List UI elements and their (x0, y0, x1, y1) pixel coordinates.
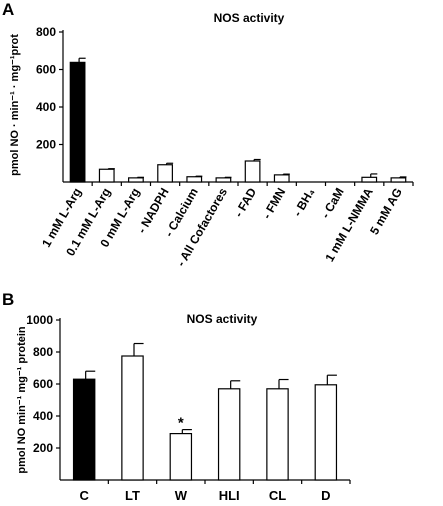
panel-b-x-tick-label: W (175, 488, 188, 503)
panel-a-bar (390, 177, 407, 183)
panel-b-y-tick-label: 400 (33, 409, 53, 423)
panel-b-bar (121, 355, 144, 481)
panel-a-x-tick-label: - BH₄ (290, 185, 317, 219)
panel-b-significance-marker: * (178, 415, 184, 432)
panel-b-bar (314, 384, 338, 481)
panel-b-title: NOS activity (187, 312, 258, 326)
panel-a-bar (186, 176, 203, 183)
panel-a-bar (215, 177, 232, 183)
panel-a: A NOS activity pmol NO · min⁻¹ · mg⁻¹pro… (2, 0, 414, 269)
panel-b-x-tick-label: LT (125, 488, 140, 503)
panel-b-bar (217, 388, 241, 481)
panel-a-y-tick-label: 800 (36, 25, 56, 39)
panel-b-letter: B (2, 290, 14, 309)
panel-a-x-tick-label: - FAD (231, 185, 259, 219)
panel-b: B NOS activity pmol NO min⁻¹ mg⁻¹ protei… (2, 290, 351, 503)
panel-a-bar (128, 177, 144, 183)
panel-a-x-tick-label: - FMN (260, 186, 289, 222)
panel-a-title: NOS activity (214, 11, 285, 25)
panel-a-y-tick-label: 400 (36, 100, 56, 114)
panel-a-bar (98, 168, 115, 183)
panel-b-bar (266, 388, 289, 481)
panel-a-x-tick-label: - CaM (318, 186, 346, 221)
panel-a-bar (273, 174, 290, 183)
panel-a-bar (244, 160, 261, 183)
panel-a-bar (361, 176, 378, 183)
panel-b-x-tick-label: C (79, 488, 89, 503)
panel-b-y-tick-label: 200 (33, 441, 53, 455)
panel-a-y-tick-label: 200 (36, 138, 56, 152)
panel-b-bar (72, 378, 96, 481)
panel-a-bar (69, 61, 86, 183)
panel-b-y-tick-label: 600 (33, 377, 53, 391)
panel-b-x-tick-label: D (321, 488, 330, 503)
panel-a-y-tick-label: 600 (36, 63, 56, 77)
panel-b-plot: 200 400 600 800 1000 C LT W HLI CL D * (26, 313, 351, 503)
panel-a-y-axis-label: pmol NO · min⁻¹ · mg⁻¹prot (9, 34, 21, 176)
panel-b-x-tick-label: CL (269, 488, 286, 503)
panel-b-y-axis-label: pmol NO min⁻¹ mg⁻¹ protein (16, 326, 28, 474)
panel-b-bar (169, 433, 193, 481)
panel-b-y-tick-label: 800 (33, 345, 53, 359)
panel-b-x-tick-label: HLI (219, 488, 240, 503)
panel-b-y-tick-label: 1000 (26, 313, 53, 327)
panel-a-letter: A (2, 0, 14, 19)
panel-a-bar (157, 164, 173, 183)
